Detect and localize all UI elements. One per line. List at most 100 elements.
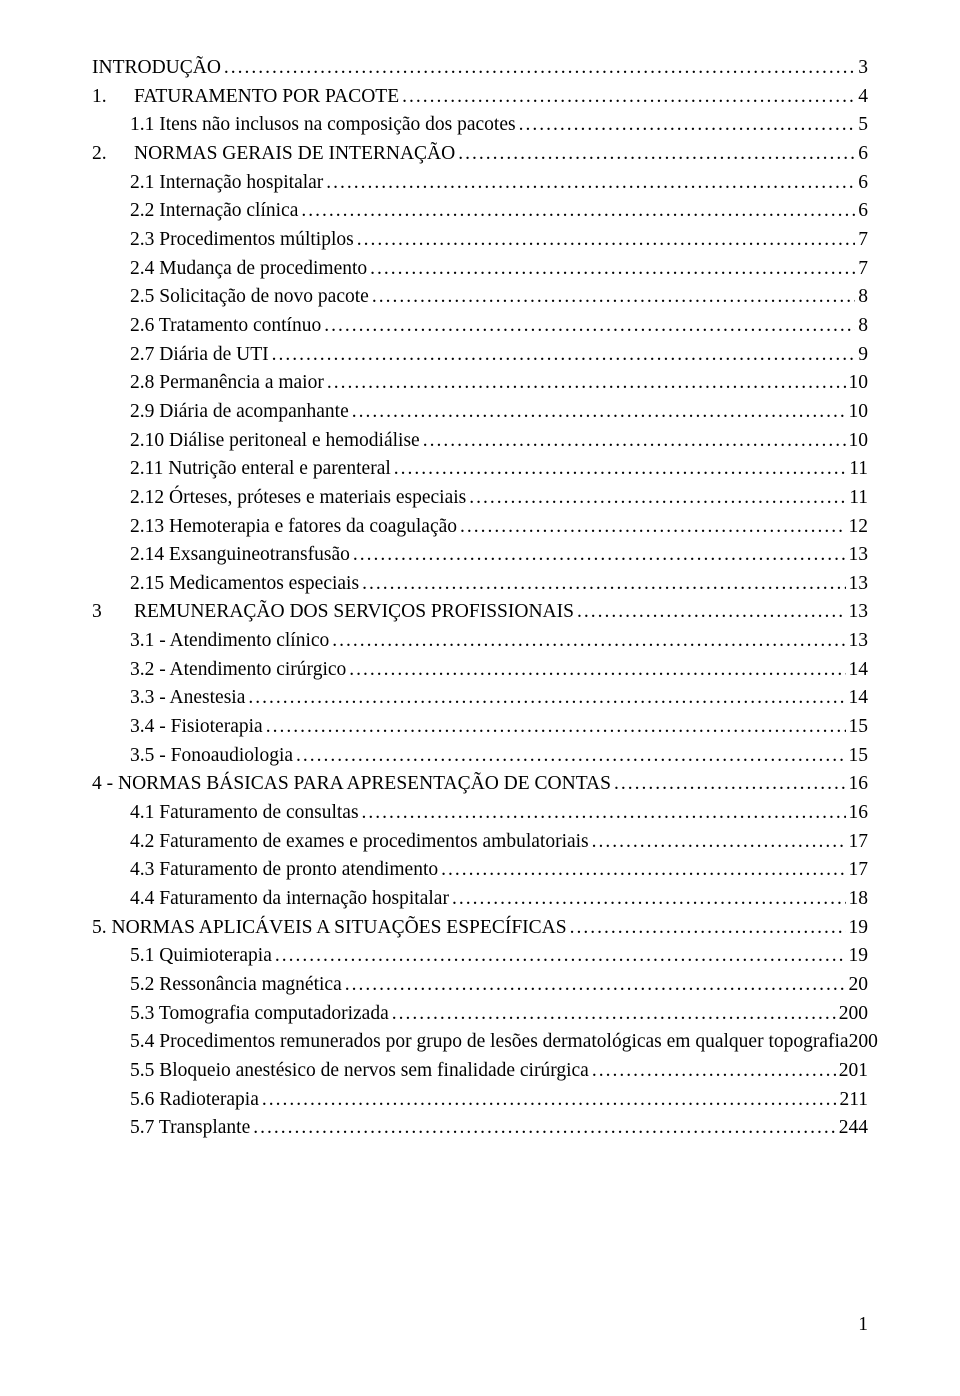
toc-entry-label: 4 - NORMAS BÁSICAS PARA APRESENTAÇÃO DE … xyxy=(92,770,611,799)
toc-entry-page: 20 xyxy=(849,971,869,1000)
toc-entry-page: 15 xyxy=(849,713,869,742)
toc-leader-dots xyxy=(345,971,846,1000)
toc-entry-label: 2.4 Mudança de procedimento xyxy=(130,255,367,284)
toc-entry-label: 4.1 Faturamento de consultas xyxy=(130,799,359,828)
toc-entry-label: 3.3 - Anestesia xyxy=(130,684,245,713)
toc-entry-label: 3.5 - Fonoaudiologia xyxy=(130,742,293,771)
toc-entry: 2.15 Medicamentos especiais 13 xyxy=(92,570,868,599)
toc-entry-label: 5.2 Ressonância magnética xyxy=(130,971,342,1000)
toc-leader-dots xyxy=(592,1057,836,1086)
toc-entry-label: 1.FATURAMENTO POR PACOTE xyxy=(92,83,399,112)
toc-entry-label: 3.4 - Fisioterapia xyxy=(130,713,263,742)
toc-entry-page: 201 xyxy=(839,1057,868,1086)
toc-entry-label: 2.6 Tratamento contínuo xyxy=(130,312,321,341)
toc-entry-label: 2.14 Exsanguineotransfusão xyxy=(130,541,350,570)
toc-leader-dots xyxy=(353,541,846,570)
toc-entry: 5.6 Radioterapia211 xyxy=(92,1086,868,1115)
toc-leader-dots xyxy=(324,312,855,341)
toc-entry-label: 5.7 Transplante xyxy=(130,1114,250,1143)
toc-leader-dots xyxy=(326,169,855,198)
toc-leader-dots xyxy=(614,770,846,799)
toc-entry-page: 16 xyxy=(849,799,869,828)
document-page: INTRODUÇÃO31.FATURAMENTO POR PACOTE 4 1.1 … xyxy=(0,0,960,1396)
toc-entry-label: 2.15 Medicamentos especiais xyxy=(130,570,359,599)
toc-leader-dots xyxy=(423,427,846,456)
toc-leader-dots xyxy=(301,197,855,226)
toc-entry-label: 2.13 Hemoterapia e fatores da coagulação xyxy=(130,513,457,542)
toc-leader-dots xyxy=(362,570,845,599)
toc-entry-page: 16 xyxy=(849,770,869,799)
toc-entry: 2.4 Mudança de procedimento 7 xyxy=(92,255,868,284)
toc-entry-page: 7 xyxy=(858,226,868,255)
toc-entry-label: 4.4 Faturamento da internação hospitalar xyxy=(130,885,449,914)
toc-leader-dots xyxy=(570,914,846,943)
toc-entry-label: 4.3 Faturamento de pronto atendimento xyxy=(130,856,438,885)
toc-leader-dots xyxy=(460,513,845,542)
toc-leader-dots xyxy=(349,656,845,685)
toc-leader-dots xyxy=(441,856,845,885)
toc-entry: 5.3 Tomografia computadorizada 200 xyxy=(92,1000,868,1029)
toc-entry-label: 2.2 Internação clínica xyxy=(130,197,298,226)
toc-leader-dots xyxy=(327,369,846,398)
toc-entry: 4.1 Faturamento de consultas 16 xyxy=(92,799,868,828)
toc-entry-label: 5.1 Quimioterapia xyxy=(130,942,272,971)
toc-entry: 2.3 Procedimentos múltiplos7 xyxy=(92,226,868,255)
toc-entry-page: 19 xyxy=(849,914,869,943)
toc-entry-label: 3.1 - Atendimento clínico xyxy=(130,627,329,656)
toc-entry-page: 6 xyxy=(858,140,868,169)
toc-entry: 5.2 Ressonância magnética 20 xyxy=(92,971,868,1000)
toc-leader-dots xyxy=(577,598,846,627)
toc-leader-dots xyxy=(592,828,846,857)
toc-entry: 2.NORMAS GERAIS DE INTERNAÇÃO6 xyxy=(92,140,868,169)
toc-entry-page: 13 xyxy=(849,598,869,627)
toc-entry-page: 8 xyxy=(858,283,868,312)
toc-entry-page: 10 xyxy=(849,369,869,398)
toc-entry-label: 5. NORMAS APLICÁVEIS A SITUAÇÕES ESPECÍF… xyxy=(92,914,567,943)
toc-entry-label: 2.10 Diálise peritoneal e hemodiálise xyxy=(130,427,420,456)
toc-leader-dots xyxy=(352,398,846,427)
toc-entry-page: 15 xyxy=(849,742,869,771)
toc-leader-dots xyxy=(248,684,845,713)
toc-entry-page: 4 xyxy=(858,83,868,112)
toc-entry-page: 13 xyxy=(849,570,869,599)
toc-entry-page: 6 xyxy=(858,169,868,198)
toc-entry-page: 10 xyxy=(849,398,869,427)
toc-entry-label: 3.2 - Atendimento cirúrgico xyxy=(130,656,346,685)
toc-entry-label: 2.7 Diária de UTI xyxy=(130,341,269,370)
toc-entry-page: 9 xyxy=(858,341,868,370)
toc-entry-label: INTRODUÇÃO xyxy=(92,54,221,83)
toc-entry: 2.13 Hemoterapia e fatores da coagulação… xyxy=(92,513,868,542)
toc-leader-dots xyxy=(519,111,856,140)
toc-entry: 3.1 - Atendimento clínico13 xyxy=(92,627,868,656)
toc-entry: 3.3 - Anestesia14 xyxy=(92,684,868,713)
toc-leader-dots xyxy=(224,54,855,83)
toc-entry-page: 200 xyxy=(839,1000,868,1029)
toc-entry: INTRODUÇÃO3 xyxy=(92,54,868,83)
toc-leader-dots xyxy=(362,799,846,828)
toc-entry: 2.9 Diária de acompanhante10 xyxy=(92,398,868,427)
toc-entry-label: 5.5 Bloqueio anestésico de nervos sem fi… xyxy=(130,1057,589,1086)
toc-leader-dots xyxy=(469,484,846,513)
toc-entry-page: 18 xyxy=(849,885,869,914)
toc-entry: 4.4 Faturamento da internação hospitalar… xyxy=(92,885,868,914)
toc-leader-dots xyxy=(272,341,856,370)
toc-entry-label: 2.1 Internação hospitalar xyxy=(130,169,323,198)
toc-leader-dots xyxy=(266,713,846,742)
toc-entry-page: 200 xyxy=(849,1028,878,1057)
toc-entry-label: 5.3 Tomografia computadorizada xyxy=(130,1000,389,1029)
toc-entry: 4.2 Faturamento de exames e procedimento… xyxy=(92,828,868,857)
toc-leader-dots xyxy=(402,83,855,112)
toc-entry: 2.11 Nutrição enteral e parenteral11 xyxy=(92,455,868,484)
toc-entry-label: 4.2 Faturamento de exames e procedimento… xyxy=(130,828,589,857)
toc-leader-dots xyxy=(357,226,856,255)
toc-entry-label: 2.5 Solicitação de novo pacote xyxy=(130,283,369,312)
toc-entry: 5.1 Quimioterapia 19 xyxy=(92,942,868,971)
toc-entry-page: 6 xyxy=(858,197,868,226)
toc-entry-prefix: 1. xyxy=(92,83,134,112)
toc-entry-label: 1.1 Itens não inclusos na composição dos… xyxy=(130,111,516,140)
toc-entry: 2.6 Tratamento contínuo8 xyxy=(92,312,868,341)
toc-entry: 2.7 Diária de UTI 9 xyxy=(92,341,868,370)
toc-entry-page: 19 xyxy=(849,942,869,971)
toc-leader-dots xyxy=(392,1000,836,1029)
toc-entry-page: 7 xyxy=(858,255,868,284)
